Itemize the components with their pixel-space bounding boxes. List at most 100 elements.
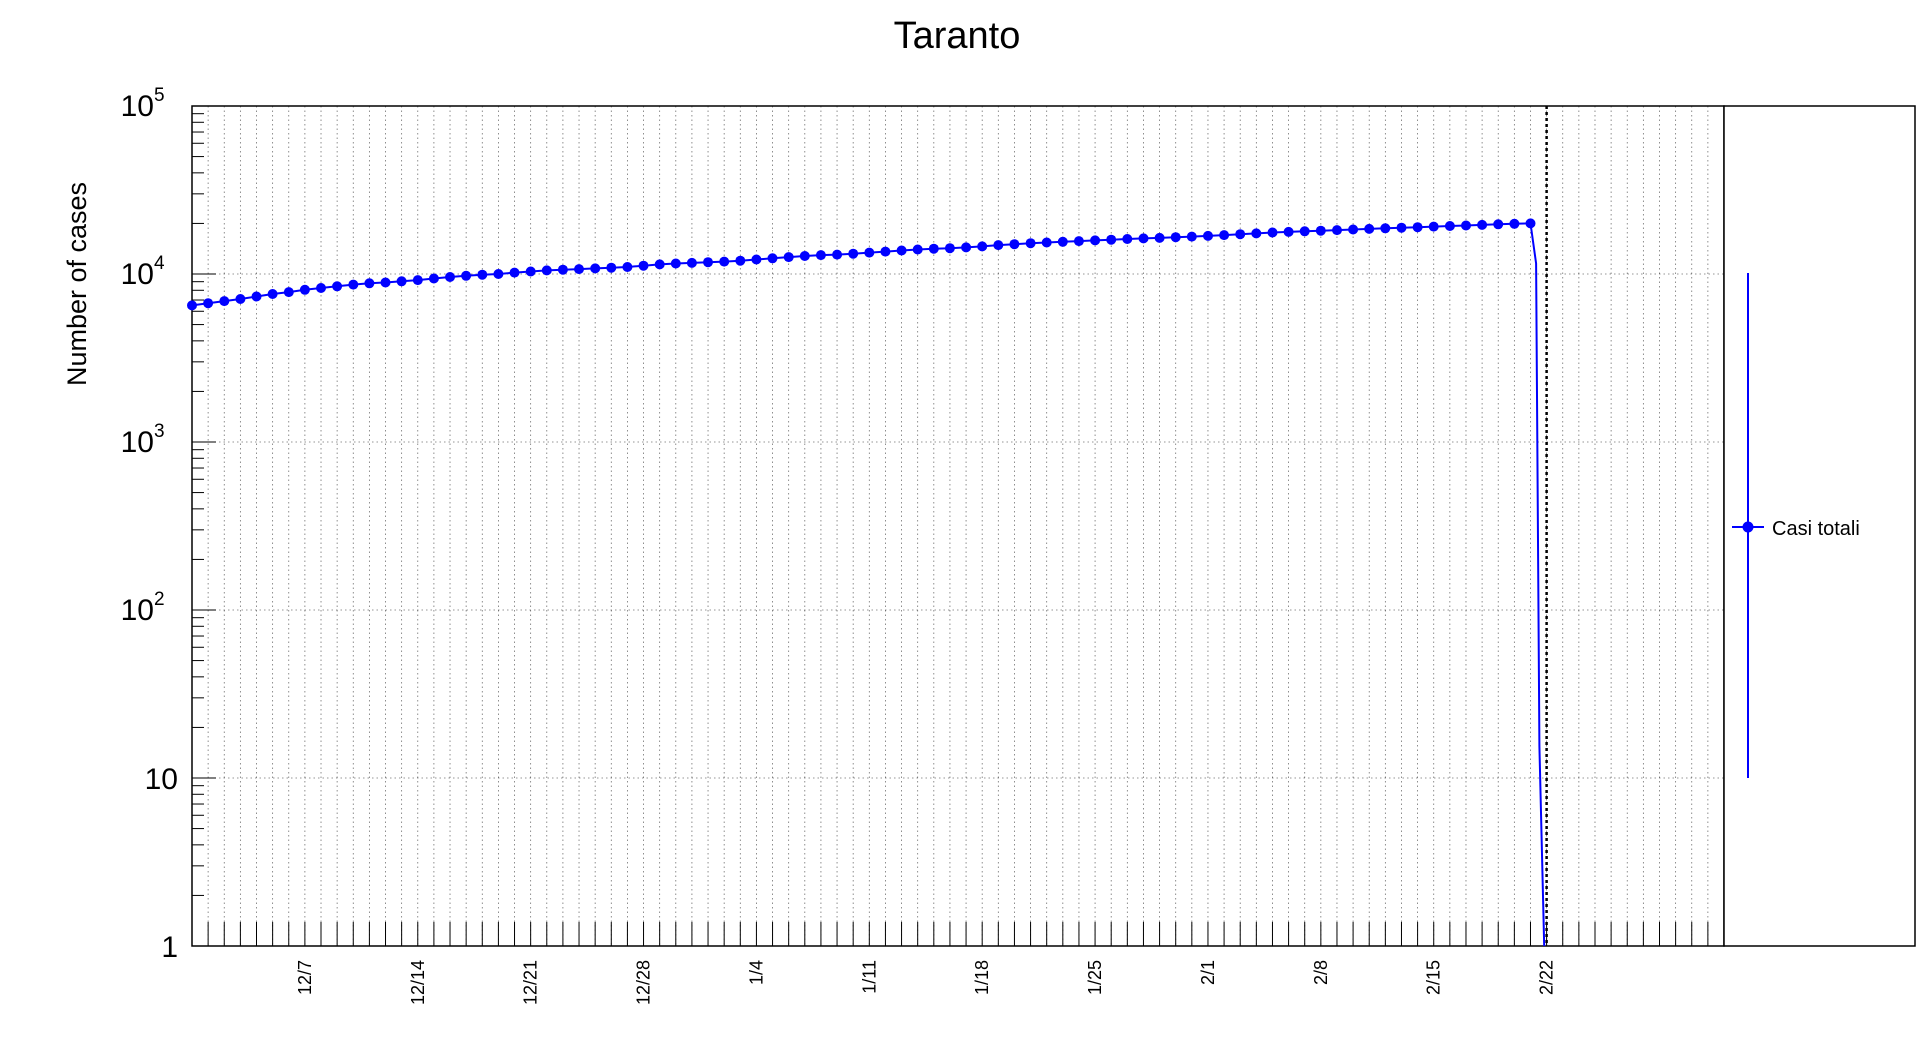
x-tick-label: 1/25 (1085, 960, 1105, 995)
data-point (1090, 235, 1101, 246)
data-point (428, 273, 439, 284)
data-point (977, 241, 988, 252)
data-point (622, 262, 633, 272)
data-point (557, 264, 568, 275)
data-point (864, 247, 875, 258)
data-point (1203, 230, 1213, 241)
data-point (1332, 225, 1342, 236)
data-point (1009, 239, 1020, 250)
data-point (1073, 236, 1084, 247)
y-tick-label-exponent: 4 (154, 253, 165, 274)
data-point (719, 256, 730, 267)
data-point (1525, 218, 1536, 229)
data-point (541, 265, 552, 276)
data-point (235, 294, 246, 304)
data-point (670, 258, 681, 269)
data-point (751, 254, 762, 265)
x-tick-label: 1/4 (746, 960, 766, 985)
y-tick-label: 10 (121, 426, 154, 459)
data-point (1412, 222, 1423, 233)
data-point (412, 275, 423, 286)
data-point (1041, 237, 1052, 248)
x-tick-label: 1/11 (859, 960, 879, 994)
data-point (1315, 225, 1326, 236)
data-point (767, 253, 778, 264)
data-point (993, 240, 1004, 251)
data-point (477, 269, 488, 280)
data-point (348, 279, 359, 290)
data-point (1025, 238, 1036, 249)
data-point (928, 243, 939, 254)
x-tick-label: 2/8 (1311, 960, 1331, 985)
data-point (735, 255, 746, 266)
x-tick-label: 12/28 (634, 960, 654, 1005)
data-point (880, 246, 891, 257)
data-point (1364, 223, 1375, 234)
series-casi-totali (187, 218, 1546, 947)
legend-label: Casi totali (1772, 518, 1860, 540)
chart-title: Taranto (894, 15, 1021, 57)
data-point (251, 291, 262, 302)
data-point (896, 245, 907, 256)
data-point (848, 248, 859, 259)
data-point (1283, 226, 1294, 237)
legend-marker-icon (1742, 521, 1754, 533)
x-tick-label: 2/15 (1424, 960, 1444, 995)
x-tick-label: 12/14 (408, 960, 428, 1005)
data-point (1267, 227, 1278, 238)
plot-frame (191, 105, 1725, 947)
y-tick-label: 10 (121, 258, 154, 291)
x-tick-label: 2/1 (1198, 960, 1218, 985)
data-point (187, 300, 197, 311)
data-point (815, 250, 826, 261)
data-point (638, 260, 649, 271)
data-point (1106, 234, 1117, 245)
data-point (316, 283, 326, 293)
x-tick-label: 2/22 (1537, 960, 1557, 995)
data-point (574, 264, 584, 275)
data-point (1299, 226, 1310, 237)
data-point (703, 257, 713, 268)
grid (192, 106, 1724, 946)
data-point (1251, 228, 1262, 239)
data-point (219, 296, 230, 307)
data-point (332, 281, 343, 292)
legend: Casi totali (1723, 105, 1916, 947)
data-point (686, 257, 697, 268)
data-point (1444, 221, 1455, 231)
data-point (1493, 219, 1504, 230)
data-point (1235, 229, 1246, 240)
data-point (1461, 220, 1471, 231)
data-point (832, 249, 843, 260)
data-point (380, 277, 391, 288)
data-point (783, 252, 794, 263)
data-point (1154, 232, 1165, 243)
data-point (799, 251, 810, 261)
data-point (525, 266, 536, 277)
data-point (1138, 233, 1149, 244)
y-tick-label-exponent: 2 (154, 589, 165, 610)
data-point (267, 289, 278, 299)
y-tick-label: 1 (161, 931, 178, 964)
data-point (590, 263, 601, 274)
y-tick-label: 10 (121, 594, 154, 627)
data-point (1170, 232, 1181, 243)
axis-ticks (192, 105, 1709, 947)
data-point (944, 243, 955, 254)
data-point (1219, 230, 1230, 241)
data-point (445, 272, 455, 282)
x-tick-labels: 12/7 12/14 12/21 12/28 1/4 1/11 1/18 1/25 2/1 2/8… (295, 960, 1557, 1005)
data-point (283, 287, 294, 298)
data-point (1057, 236, 1068, 247)
x-tick-label: 12/21 (521, 960, 541, 1005)
data-point (509, 267, 520, 278)
data-point (1348, 224, 1359, 235)
y-tick-label: 10 (145, 763, 178, 796)
data-point (606, 262, 617, 273)
y-tick-label: 10 (121, 90, 154, 123)
data-point (912, 244, 923, 255)
y-tick-label-exponent: 3 (154, 421, 165, 442)
x-tick-label: 12/7 (295, 960, 315, 995)
